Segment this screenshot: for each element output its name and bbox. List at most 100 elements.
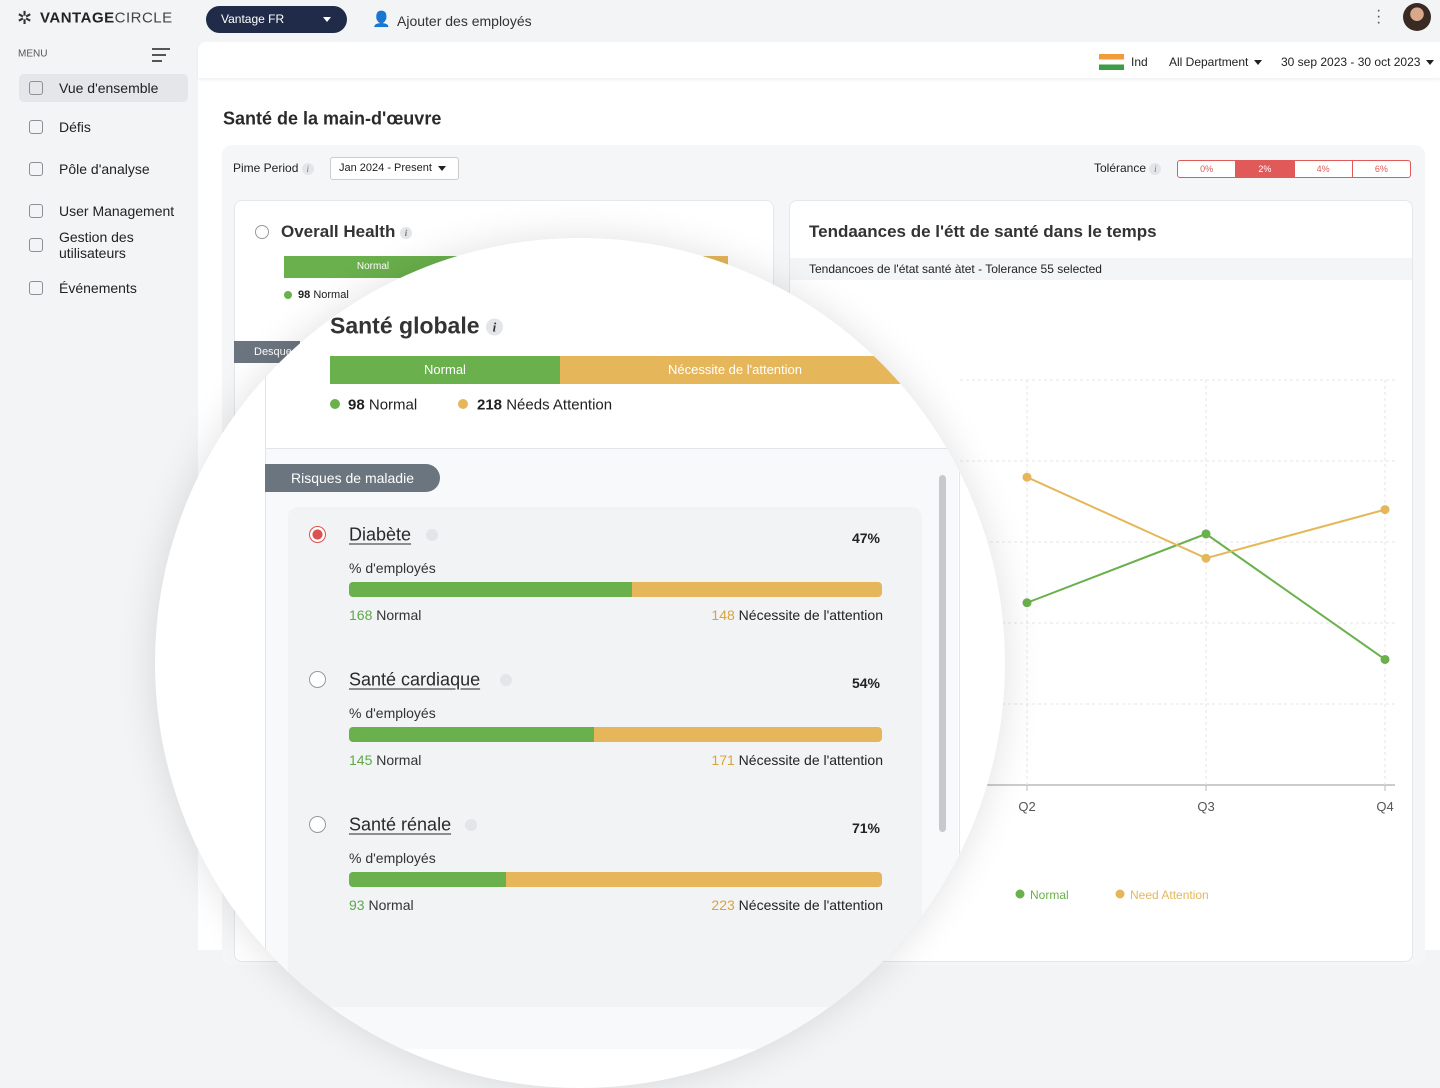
legend-normal-count: 98 — [348, 396, 365, 414]
x-tick-label: Q4 — [1376, 799, 1393, 814]
risk-caption: % d'employés — [349, 850, 436, 866]
avatar[interactable] — [1403, 3, 1431, 31]
filter-bar — [198, 42, 1440, 78]
brand-bold: VANTAGE — [40, 9, 115, 27]
legend-attention-count: 218 — [477, 396, 503, 414]
risk-caption: % d'employés — [349, 560, 436, 576]
risk-percent: 54% — [851, 675, 880, 691]
period-label: Pime Period i — [233, 161, 314, 175]
legend-attention: 218 Néeds Attention — [477, 397, 612, 414]
country-filter[interactable]: Ind — [1131, 55, 1148, 69]
tolerance-label: Tolérance i — [1094, 161, 1162, 175]
tolerance-option[interactable]: 4% — [1293, 161, 1352, 177]
section-badge: Risques de maladie — [265, 464, 440, 492]
risk-bar-normal — [349, 582, 633, 597]
org-caret — [323, 17, 331, 22]
kebab-menu[interactable]: · · · — [1376, 2, 1382, 31]
risk-attention: 148 Nécessite de l'attention — [711, 607, 883, 623]
tolerance-option[interactable]: 2% — [1235, 161, 1294, 177]
trend-subtitle-bar — [790, 258, 1412, 280]
risk-attention: 171 Nécessite de l'attention — [711, 752, 883, 768]
risk-percent: 71% — [851, 820, 880, 836]
legend-attention-label: Néeds Attention — [506, 396, 613, 414]
risk-radio[interactable] — [309, 671, 326, 688]
risk-bar-normal — [349, 727, 594, 742]
trend-title: Tendaances de l'étt de santé dans le tem… — [809, 222, 1157, 241]
nav-icon — [29, 162, 43, 176]
risk-bar-attention — [505, 872, 882, 887]
period-select[interactable]: Jan 2024 - Present — [330, 157, 459, 180]
tolerance-option[interactable]: 6% — [1351, 161, 1410, 177]
risk-normal-count: 145 — [349, 752, 373, 768]
nav-item[interactable]: Gestion des utilisateurs — [59, 229, 134, 261]
legend-normal-label: Normal — [368, 396, 418, 414]
series-point — [1380, 654, 1390, 664]
legend-dot-normal — [330, 399, 340, 409]
risk-normal-label: Normal — [368, 897, 414, 913]
risk-attention-count: 148 — [711, 607, 735, 623]
tolerance-label-text: Tolérance — [1094, 161, 1147, 175]
period-label-text: Pime Period — [233, 161, 299, 175]
zoom-card-edge — [265, 290, 960, 990]
overall-count: 98 Normal — [298, 289, 349, 301]
menu-label: MENU — [18, 48, 48, 60]
nav-icon — [29, 238, 43, 252]
risk-info — [426, 529, 438, 541]
flag — [1099, 54, 1124, 70]
nav-icon — [29, 281, 43, 295]
risk-normal: 145 Normal — [349, 752, 421, 768]
brand: VANTAGECIRCLE — [40, 10, 173, 27]
risk-name[interactable]: Diabète — [349, 524, 412, 545]
nav-icon — [29, 204, 43, 218]
nav-icon — [29, 81, 43, 95]
nav-icon — [29, 120, 43, 134]
nav-item[interactable]: Pôle d'analyse — [59, 161, 150, 177]
legend-dot — [1115, 889, 1125, 899]
x-tick-label: Q3 — [1197, 799, 1214, 814]
risk-radio[interactable] — [309, 526, 326, 543]
x-tick-label: Q2 — [1018, 799, 1035, 814]
overall-count-label: Normal — [313, 289, 349, 301]
overall-title-text: Overall Health — [281, 222, 396, 241]
risk-bar-attention — [593, 727, 882, 742]
risk-attention-label: Nécessite de l'attention — [738, 752, 883, 768]
trend-subtitle: Tendancoes de l'état santé àtet - Tolera… — [809, 262, 1102, 276]
risk-normal-count: 168 — [349, 607, 373, 623]
date-filter[interactable]: 30 sep 2023 - 30 oct 2023 — [1281, 55, 1435, 69]
nav-item[interactable]: Vue d'ensemble — [59, 80, 159, 96]
zoom-bar-normal: Normal — [330, 356, 560, 384]
tolerance-option[interactable]: 0% — [1200, 164, 1214, 174]
department-filter[interactable]: All Department — [1169, 55, 1263, 69]
nav-item[interactable]: Événements — [59, 280, 137, 296]
series-point — [1201, 529, 1211, 539]
menu-toggle[interactable] — [152, 48, 170, 62]
nav-item[interactable]: Défis — [59, 119, 91, 135]
scrollbar[interactable] — [939, 475, 946, 832]
series-point — [1022, 598, 1032, 608]
department-text: All Department — [1169, 55, 1249, 69]
period-value: Jan 2024 - Present — [339, 162, 432, 174]
add-employee-icon: 👤 — [372, 11, 391, 28]
risk-name[interactable]: Santé cardiaque — [349, 669, 481, 690]
risk-normal-count: 93 — [349, 897, 365, 913]
risk-attention: 223 Nécessite de l'attention — [711, 897, 883, 913]
zoom-bar-attention: Nécessite de l'attention — [560, 356, 910, 384]
risk-normal: 93 Normal — [349, 897, 414, 913]
legend-dot — [1015, 889, 1025, 899]
risk-attention-label: Nécessite de l'attention — [738, 607, 883, 623]
risk-info — [500, 674, 512, 686]
overall-radio[interactable] — [255, 225, 269, 239]
overall-title: Overall Health i — [281, 222, 413, 242]
risk-bar-normal — [349, 872, 506, 887]
nav-item[interactable]: User Management — [59, 203, 175, 219]
risk-info — [465, 819, 477, 831]
legend-label: Normal — [1030, 888, 1069, 902]
org-selector[interactable]: Vantage FR — [206, 6, 347, 33]
page-title: Santé de la main-d'œuvre — [223, 108, 442, 129]
org-name: Vantage FR — [221, 12, 285, 26]
risk-radio[interactable] — [309, 816, 326, 833]
add-employees[interactable]: Ajouter des employés — [397, 13, 532, 29]
risk-attention-label: Nécessite de l'attention — [738, 897, 883, 913]
risk-name[interactable]: Santé rénale — [349, 814, 452, 835]
series-point — [1380, 505, 1390, 515]
